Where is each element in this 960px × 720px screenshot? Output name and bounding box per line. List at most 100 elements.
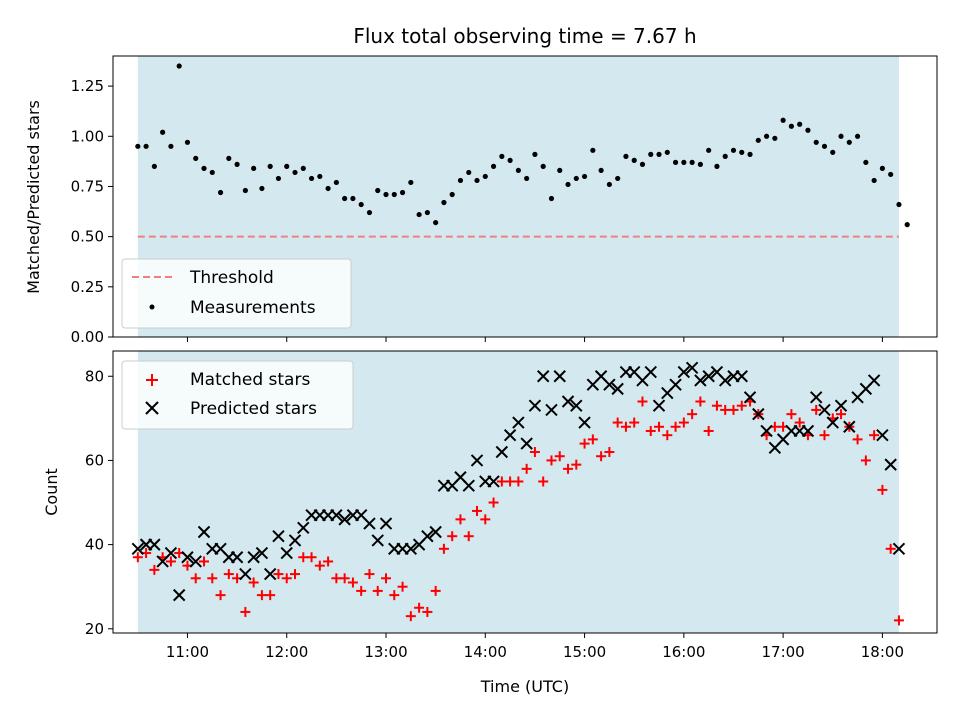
measurement-point xyxy=(581,173,588,180)
y-tick-label: 1.00 xyxy=(71,127,104,145)
predicted-star-point xyxy=(255,546,269,560)
measurement-point xyxy=(482,173,488,180)
matched-star-point xyxy=(811,404,822,415)
predicted-star-point xyxy=(297,521,310,534)
matched-star-point xyxy=(620,421,631,432)
measurement-point xyxy=(350,195,356,202)
y-tick-label: 80 xyxy=(85,367,104,385)
predicted-star-point xyxy=(603,378,616,391)
bottom-legend: Matched stars Predicted stars xyxy=(121,360,354,430)
bottom-x-axis: 11:00 12:00 13:00 14:00 15:00 16:00 17:00 18:00 xyxy=(166,633,904,661)
measurement-point xyxy=(217,189,224,196)
legend-predicted-label: Predicted stars xyxy=(190,399,317,419)
bottom-y-axis: 20 40 60 80 xyxy=(85,367,113,638)
top-x-ticks xyxy=(186,337,883,342)
matched-star-point xyxy=(455,514,466,525)
measurement-point xyxy=(168,143,174,149)
top-y-axis: 0.00 0.25 0.50 0.75 1.00 1.25 xyxy=(71,77,113,346)
x-tick-label: 13:00 xyxy=(364,643,407,661)
matched-star-point xyxy=(248,577,259,588)
measurement-point xyxy=(201,165,207,171)
matched-star-point xyxy=(273,569,284,580)
measurement-point xyxy=(300,165,306,171)
measurement-point xyxy=(251,165,257,171)
predicted-star-point xyxy=(760,424,773,438)
measurement-point xyxy=(871,177,877,184)
legend-matched-swatch xyxy=(146,374,158,386)
measurement-point xyxy=(267,163,273,169)
predicted-star-point xyxy=(570,399,583,412)
matched-star-point xyxy=(654,421,665,432)
matched-star-point xyxy=(629,417,640,428)
measurement-point xyxy=(143,143,149,149)
predicted-star-point xyxy=(801,424,815,438)
measurement-point xyxy=(176,63,182,69)
y-tick-label: 0.50 xyxy=(71,228,104,246)
predicted-star-point xyxy=(702,370,715,383)
top-chart-title: Flux total observing time = 7.67 h xyxy=(353,24,696,48)
top-y-axis-label: Matched/Predicted stars xyxy=(24,100,43,294)
legend-matched-label: Matched stars xyxy=(190,370,310,390)
matched-star-point xyxy=(199,556,210,567)
measurement-point xyxy=(275,175,282,182)
predicted-star-point xyxy=(371,534,384,547)
matched-star-point xyxy=(579,438,590,449)
predicted-star-point xyxy=(578,416,591,429)
matched-star-point xyxy=(306,552,317,563)
y-tick-label: 1.25 xyxy=(71,77,104,95)
predicted-stars-points xyxy=(131,361,906,602)
matched-star-point xyxy=(546,455,557,466)
measurement-point xyxy=(656,151,662,157)
matched-star-point xyxy=(521,463,532,474)
measurement-point xyxy=(821,143,828,149)
matched-star-point xyxy=(604,447,615,458)
matched-star-point xyxy=(513,476,524,487)
predicted-star-point xyxy=(652,399,666,412)
legend-measurements-label: Measurements xyxy=(190,298,316,318)
measurement-point xyxy=(598,167,604,174)
predicted-star-point xyxy=(743,391,757,404)
measurement-point xyxy=(193,155,199,161)
x-tick-label: 18:00 xyxy=(861,643,904,661)
matched-star-point xyxy=(438,543,449,554)
matched-star-point xyxy=(422,606,433,617)
measurement-point xyxy=(342,195,348,202)
predicted-star-point xyxy=(553,370,566,383)
measurement-point xyxy=(433,219,439,226)
matched-star-point xyxy=(265,590,276,601)
matched-star-point xyxy=(240,606,251,617)
predicted-star-point xyxy=(843,420,856,433)
predicted-star-point xyxy=(288,534,302,547)
predicted-star-point xyxy=(884,458,897,471)
bottom-plot-frame xyxy=(112,350,938,634)
measurement-point xyxy=(780,117,786,123)
matched-star-point xyxy=(687,409,698,420)
measurement-point xyxy=(846,139,852,145)
matched-star-point xyxy=(678,417,689,428)
measurement-point xyxy=(184,139,191,145)
matched-star-point xyxy=(290,569,301,580)
matched-star-point xyxy=(472,505,483,516)
predicted-star-point xyxy=(876,428,889,442)
matched-star-point xyxy=(728,404,739,415)
predicted-star-point xyxy=(735,370,748,383)
measurement-point xyxy=(490,163,497,169)
measurement-point xyxy=(623,153,629,159)
matched-star-point xyxy=(893,615,904,626)
measurement-point xyxy=(366,209,373,216)
predicted-star-point xyxy=(528,399,542,412)
measurement-point xyxy=(234,161,240,167)
predicted-star-point xyxy=(164,546,178,560)
predicted-star-point xyxy=(379,517,393,530)
measurement-point xyxy=(242,187,248,194)
predicted-star-point xyxy=(752,407,765,421)
predicted-star-point xyxy=(810,391,823,404)
matched-star-point xyxy=(869,430,880,441)
matched-star-point xyxy=(596,451,607,462)
matched-star-point xyxy=(165,556,176,567)
measurement-point xyxy=(499,153,505,159)
matched-star-point xyxy=(554,451,565,462)
predicted-star-point xyxy=(263,567,277,581)
matched-star-point xyxy=(571,459,582,470)
